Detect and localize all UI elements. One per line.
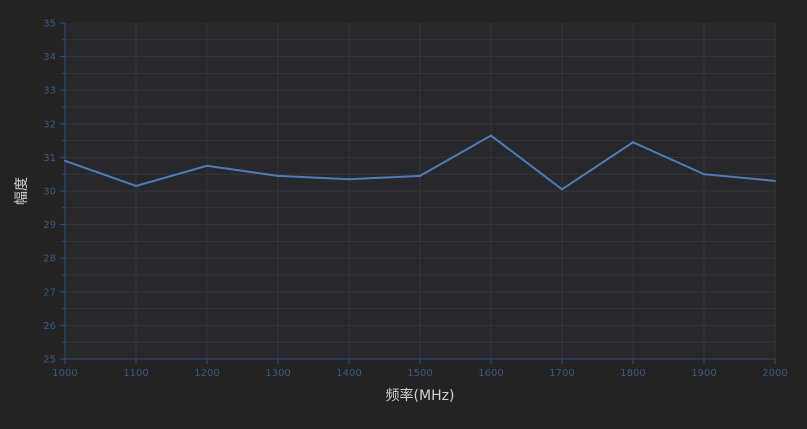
grid-lines xyxy=(65,23,776,359)
tick-labels: 25 26 27 28 29 30 31 32 33 34 35 1000 1100 1200 1300 14… xyxy=(43,19,787,380)
x-tick-label: 2000 xyxy=(762,368,787,379)
x-axis-title: 频率(MHz) xyxy=(386,387,455,404)
series-layer xyxy=(64,134,776,191)
y-tick-label: 29 xyxy=(43,220,56,231)
x-tick-label: 1900 xyxy=(691,368,716,379)
data-point xyxy=(774,179,776,182)
data-point xyxy=(490,134,492,137)
y-axis-title: 幅度 xyxy=(14,177,30,205)
x-tick-label: 1000 xyxy=(52,368,77,379)
y-tick-label: 32 xyxy=(43,119,56,130)
data-point xyxy=(703,173,705,176)
data-point xyxy=(64,159,66,162)
x-tick-label: 1700 xyxy=(549,368,574,379)
data-point xyxy=(206,164,208,167)
y-tick-label: 34 xyxy=(43,52,56,63)
data-point xyxy=(135,184,137,187)
y-tick-label: 31 xyxy=(43,153,56,164)
data-point xyxy=(561,188,563,191)
x-tick-label: 1300 xyxy=(265,368,290,379)
y-tick-label: 28 xyxy=(43,254,56,265)
data-point xyxy=(632,141,634,144)
y-tick-label: 33 xyxy=(43,86,56,97)
y-tick-label: 27 xyxy=(43,287,56,298)
x-tick-label: 1100 xyxy=(123,368,148,379)
x-tick-label: 1500 xyxy=(407,368,432,379)
data-point xyxy=(419,174,421,177)
y-tick-label: 30 xyxy=(43,187,56,198)
x-tick-label: 1200 xyxy=(194,368,219,379)
x-tick-label: 1600 xyxy=(478,368,503,379)
axes xyxy=(60,22,776,364)
data-point xyxy=(277,174,279,177)
y-tick-label: 25 xyxy=(43,355,56,366)
x-tick-label: 1800 xyxy=(620,368,645,379)
y-tick-label: 26 xyxy=(43,321,56,332)
data-point xyxy=(348,178,350,181)
x-tick-label: 1400 xyxy=(336,368,361,379)
y-tick-label: 35 xyxy=(43,19,56,30)
